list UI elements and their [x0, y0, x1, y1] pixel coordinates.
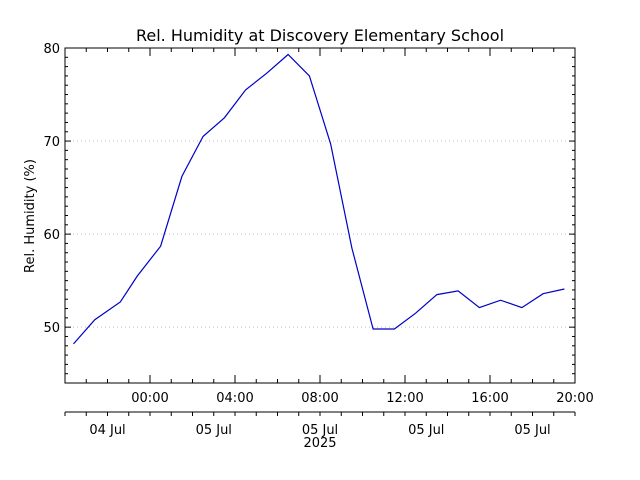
x-tick-label: 04:00 — [216, 391, 253, 406]
y-tick-label: 80 — [43, 42, 60, 57]
date-tick-label: 05 Jul — [302, 423, 338, 438]
year-label: 2025 — [303, 436, 336, 451]
series-group — [73, 53, 565, 345]
x-tick-label: 00:00 — [131, 391, 168, 406]
y-axis-label: Rel. Humidity (%) — [23, 159, 38, 273]
date-tick-label: 05 Jul — [408, 423, 444, 438]
y-tick-label: 60 — [43, 228, 60, 243]
chart-title: Rel. Humidity at Discovery Elementary Sc… — [136, 26, 504, 45]
x-tick-label: 20:00 — [556, 391, 593, 406]
date-tick-label: 05 Jul — [196, 423, 232, 438]
date-tick-label: 04 Jul — [89, 423, 125, 438]
x-tick-label: 16:00 — [471, 391, 508, 406]
date-axis: 04 Jul 05 Jul 05 Jul 05 Jul 05 Jul — [64, 412, 576, 438]
y-tick-label: 70 — [43, 135, 60, 150]
x-tick-label: 08:00 — [301, 391, 338, 406]
y-axis: 50 60 70 80 — [43, 42, 575, 384]
date-tick-label: 05 Jul — [514, 423, 550, 438]
grid-lines — [65, 140, 575, 328]
humidity-series-line — [73, 53, 565, 345]
y-tick-label: 50 — [43, 321, 60, 336]
x-axis: 00:00 04:00 08:00 12:00 16:00 20:00 — [64, 48, 594, 406]
x-tick-label: 12:00 — [386, 391, 423, 406]
